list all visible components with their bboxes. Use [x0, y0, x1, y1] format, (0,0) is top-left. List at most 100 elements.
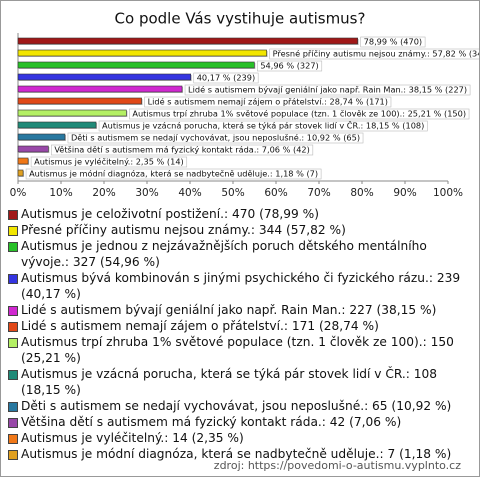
data-label-box — [51, 144, 314, 156]
legend-swatch — [8, 242, 18, 252]
x-tick-label: 100% — [433, 187, 463, 199]
data-label-box — [360, 36, 426, 48]
legend-label: Přesné příčiny autismu nejsou známy.: 34… — [21, 223, 346, 237]
legend-item: Přesné příčiny autismu nejsou známy.: 34… — [7, 222, 469, 238]
data-label: Lidé s autismem nemají zájem o přátelstv… — [148, 97, 388, 107]
legend-item: Autismus trpí zhruba 1% světové populace… — [7, 334, 469, 366]
data-label-box — [67, 132, 364, 144]
legend-item: Autismus je módní diagnóza, která se nad… — [7, 446, 469, 462]
legend-swatch — [8, 370, 18, 380]
legend-label: Lidé s autismem bývají geniální jako nap… — [21, 303, 437, 317]
chart: Co podle Vás vystihuje autismus? 0% 10% 20… — [10, 10, 479, 199]
data-label-group: 78,99 % (470) — [360, 36, 426, 48]
data-label-box — [269, 48, 479, 60]
data-label-box — [184, 84, 471, 96]
data-label: 40,17 % (239) — [197, 73, 255, 83]
x-tick-label: 30% — [135, 187, 158, 199]
x-tick-label: 50% — [221, 187, 244, 199]
data-label-group: Autismus je vyléčitelný.: 2,35 % (14) — [30, 156, 188, 168]
data-label-group: 40,17 % (239) — [193, 72, 259, 84]
legend-swatch — [8, 338, 18, 348]
data-label: Většina dětí s autismem má fyzický konta… — [54, 145, 309, 155]
bar — [17, 85, 183, 93]
data-label-group: Přesné příčiny autismu nejsou známy.: 57… — [269, 48, 479, 60]
bar — [17, 61, 255, 69]
legend-item: Autismus je vzácná porucha, která se týk… — [7, 366, 469, 398]
legend-label: Autismus je jednou z nejzávažnějších por… — [21, 239, 427, 269]
data-label: Děti s autismem se nedají vychovávat, js… — [71, 133, 360, 143]
legend-swatch — [8, 450, 18, 460]
legend: Autismus je celoživotní postižení.: 470 … — [7, 206, 469, 462]
data-label-box — [25, 168, 322, 180]
x-tick-label: 0% — [10, 187, 27, 199]
x-tick-label: 10% — [49, 187, 72, 199]
legend-item: Lidé s autismem nemají zájem o přátelstv… — [7, 318, 469, 334]
legend-swatch — [8, 306, 18, 316]
data-label-box — [129, 108, 470, 120]
legend-item: Autismus je celoživotní postižení.: 470 … — [7, 206, 469, 222]
legend-item: Autismus je vyléčitelný.: 14 (2,35 %) — [7, 430, 469, 446]
data-label: Autismus je vyléčitelný.: 2,35 % (14) — [34, 157, 184, 167]
legend-swatch — [8, 402, 18, 412]
data-label-box — [193, 72, 259, 84]
legend-label: Lidé s autismem nemají zájem o přátelstv… — [21, 319, 379, 333]
legend-item: Autismus bývá kombinován s jinými psychi… — [7, 270, 469, 302]
data-label: Autismus trpí zhruba 1% světové populace… — [132, 109, 466, 119]
source: zdroj: https://povedomi-o-autismu.vyplnt… — [213, 459, 461, 472]
data-label-group: Lidé s autismem nemají zájem o přátelstv… — [144, 96, 392, 108]
legend-swatch — [8, 434, 18, 444]
legend-label: Autismus trpí zhruba 1% světové populace… — [21, 335, 454, 365]
data-label-box — [30, 156, 188, 168]
data-label: Autismus je vzácná porucha, která se týk… — [102, 120, 424, 131]
legend-swatch — [8, 226, 18, 236]
data-label-box — [144, 96, 392, 108]
data-label-group: Děti s autismem se nedají vychovávat, js… — [67, 132, 364, 144]
legend-label: Autismus je vyléčitelný.: 14 (2,35 %) — [21, 431, 244, 445]
data-label-group: Většina dětí s autismem má fyzický konta… — [51, 144, 314, 156]
legend-label: Autismus bývá kombinován s jinými psychi… — [21, 271, 461, 301]
bar — [17, 121, 97, 129]
x-tick-label: 80% — [350, 187, 373, 199]
legend-label: Autismus je vzácná porucha, která se týk… — [21, 367, 437, 397]
legend-label: Autismus je celoživotní postižení.: 470 … — [21, 207, 319, 221]
x-tick-label: 60% — [264, 187, 287, 199]
data-label-box — [98, 120, 428, 132]
chart-title: Co podle Vás vystihuje autismus? — [115, 10, 366, 28]
x-tick-label: 90% — [393, 187, 416, 199]
legend-label: Většina dětí s autismem má fyzický konta… — [21, 415, 402, 429]
bar — [17, 37, 358, 45]
bar — [17, 145, 49, 153]
data-label-group: Lidé s autismem bývají geniální jako nap… — [184, 84, 471, 96]
bar — [17, 157, 29, 165]
data-label: Autismus je módní diagnóza, která se nad… — [29, 169, 318, 179]
legend-swatch — [8, 274, 18, 284]
data-label-group: Autismus je módní diagnóza, která se nad… — [25, 168, 322, 180]
x-tick-label: 40% — [178, 187, 201, 199]
data-label-group: Autismus je vzácná porucha, která se týk… — [98, 120, 428, 132]
data-label-box — [257, 60, 323, 72]
data-label: Přesné příčiny autismu nejsou známy.: 57… — [273, 49, 479, 59]
bar — [17, 73, 192, 81]
legend-swatch — [8, 210, 18, 220]
bar — [17, 169, 24, 177]
bar — [17, 49, 267, 57]
legend-swatch — [8, 322, 18, 332]
legend-item: Autismus je jednou z nejzávažnějších por… — [7, 238, 469, 270]
legend-swatch — [8, 418, 18, 428]
bar — [17, 109, 127, 117]
data-label-group: Autismus trpí zhruba 1% světové populace… — [129, 108, 470, 120]
x-tick-label: 20% — [92, 187, 115, 199]
legend-item: Většina dětí s autismem má fyzický konta… — [7, 414, 469, 430]
legend-label: Děti s autismem se nedají vychovávat, js… — [21, 399, 452, 413]
legend-item: Děti s autismem se nedají vychovávat, js… — [7, 398, 469, 414]
bar — [17, 133, 66, 141]
legend-label: Autismus je módní diagnóza, která se nad… — [21, 447, 452, 461]
data-label: 54,96 % (327) — [260, 61, 318, 71]
data-label: 78,99 % (470) — [364, 37, 422, 47]
legend-item: Lidé s autismem bývají geniální jako nap… — [7, 302, 469, 318]
data-label-group: 54,96 % (327) — [257, 60, 323, 72]
bar — [17, 97, 142, 105]
x-tick-label: 70% — [307, 187, 330, 199]
data-label: Lidé s autismem bývají geniální jako nap… — [188, 85, 467, 95]
